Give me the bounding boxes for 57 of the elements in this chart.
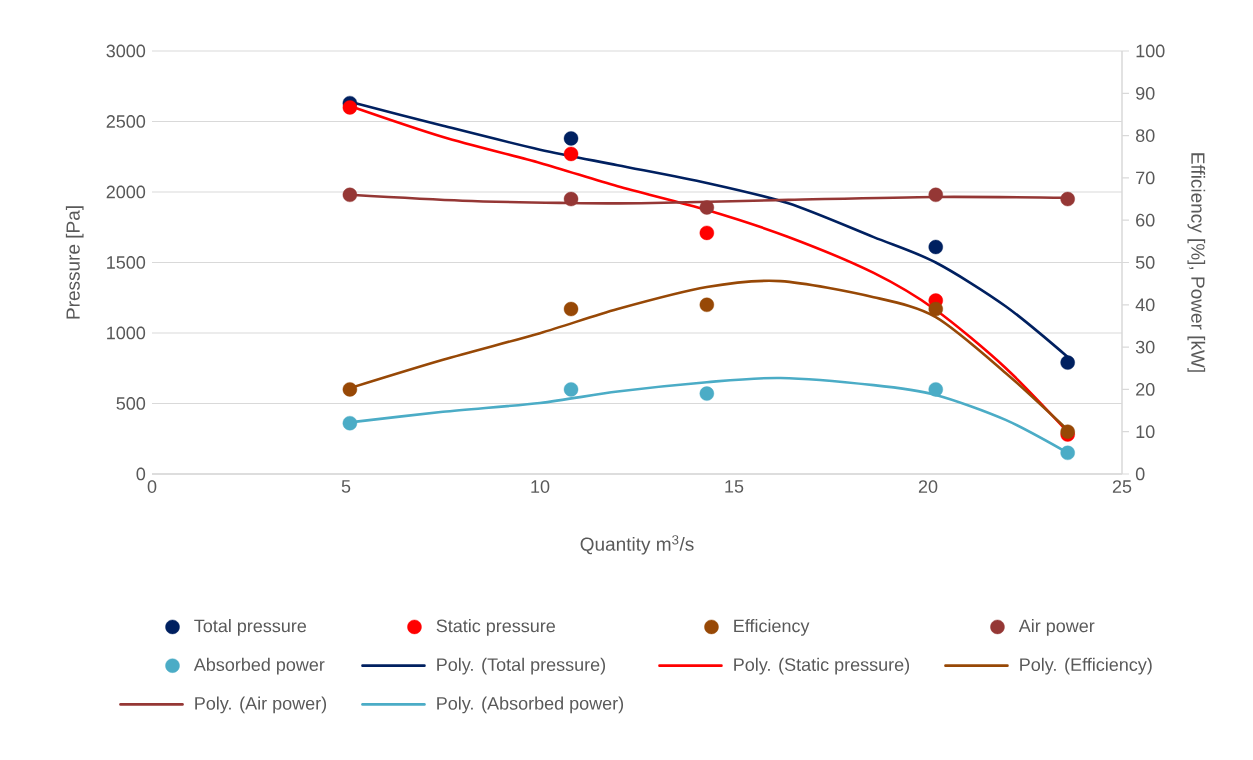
point bbox=[1060, 445, 1075, 461]
point bbox=[342, 187, 358, 203]
y2-tick-label: 80 bbox=[1135, 129, 1155, 142]
x-tick-label: 25 bbox=[1112, 480, 1132, 493]
legend-label: Efficiency bbox=[734, 619, 810, 636]
legend-label: Poly. (Efficiency) bbox=[1020, 657, 1152, 675]
point bbox=[1060, 355, 1075, 370]
point bbox=[563, 382, 579, 397]
point bbox=[342, 100, 358, 115]
point bbox=[928, 239, 943, 255]
y2-tick-label: 20 bbox=[1136, 383, 1155, 396]
point bbox=[699, 225, 715, 241]
point bbox=[699, 386, 715, 401]
legend-label: Poly. (Static pressure) bbox=[734, 657, 910, 675]
x-tick-label: 10 bbox=[531, 480, 550, 493]
legend-label: Static pressure bbox=[436, 619, 555, 636]
y2-tick-label: 30 bbox=[1135, 340, 1155, 354]
x-tick-label: 15 bbox=[725, 480, 744, 493]
y2-tick-label: 0 bbox=[1135, 467, 1145, 481]
y2-tick-label: 10 bbox=[1136, 425, 1155, 439]
point bbox=[342, 416, 358, 431]
legend-label: Poly. (Total pressure) bbox=[437, 657, 606, 675]
point bbox=[928, 301, 943, 317]
y2-tick-label: 60 bbox=[1136, 213, 1155, 227]
point bbox=[928, 187, 943, 203]
y-tick-label: 1500 bbox=[107, 256, 146, 269]
y-tick-label: 1000 bbox=[107, 326, 146, 340]
point bbox=[563, 301, 579, 317]
y-tick-label: 0 bbox=[136, 467, 146, 481]
y2-tick-label: 50 bbox=[1135, 256, 1155, 269]
legend-label: Total pressure bbox=[194, 619, 307, 636]
point bbox=[342, 382, 358, 397]
legend-label: Poly. (Absorbed power) bbox=[437, 696, 624, 714]
y2-axis-title: Efficiency [%], Power [kW] bbox=[1187, 153, 1206, 372]
y2-tick-label: 40 bbox=[1135, 298, 1155, 312]
x-tick-label: 20 bbox=[918, 480, 938, 493]
point bbox=[699, 297, 715, 312]
legend-label: Poly. (Air power) bbox=[195, 696, 327, 714]
x-axis-title: Quantity m$^{3}$/s bbox=[580, 535, 694, 555]
x-tick-label: 0 bbox=[147, 480, 157, 493]
legend-label: Air power bbox=[1018, 619, 1095, 636]
legend-label: Absorbed power bbox=[193, 657, 325, 675]
point bbox=[563, 131, 579, 146]
point bbox=[699, 200, 715, 215]
y-tick-label: 2000 bbox=[106, 185, 146, 199]
point bbox=[928, 382, 943, 397]
point bbox=[563, 191, 579, 207]
y-tick-label: 2500 bbox=[106, 115, 146, 128]
x-tick-label: 5 bbox=[341, 480, 351, 493]
y2-tick-label: 100 bbox=[1136, 44, 1165, 58]
point bbox=[563, 146, 579, 162]
point bbox=[1060, 191, 1075, 207]
y-tick-label: 500 bbox=[116, 397, 146, 410]
y2-tick-label: 90 bbox=[1136, 86, 1155, 100]
y-tick-label: 3000 bbox=[106, 44, 146, 58]
y2-tick-label: 70 bbox=[1136, 171, 1155, 185]
y-axis-title: Pressure [Pa] bbox=[65, 206, 84, 319]
